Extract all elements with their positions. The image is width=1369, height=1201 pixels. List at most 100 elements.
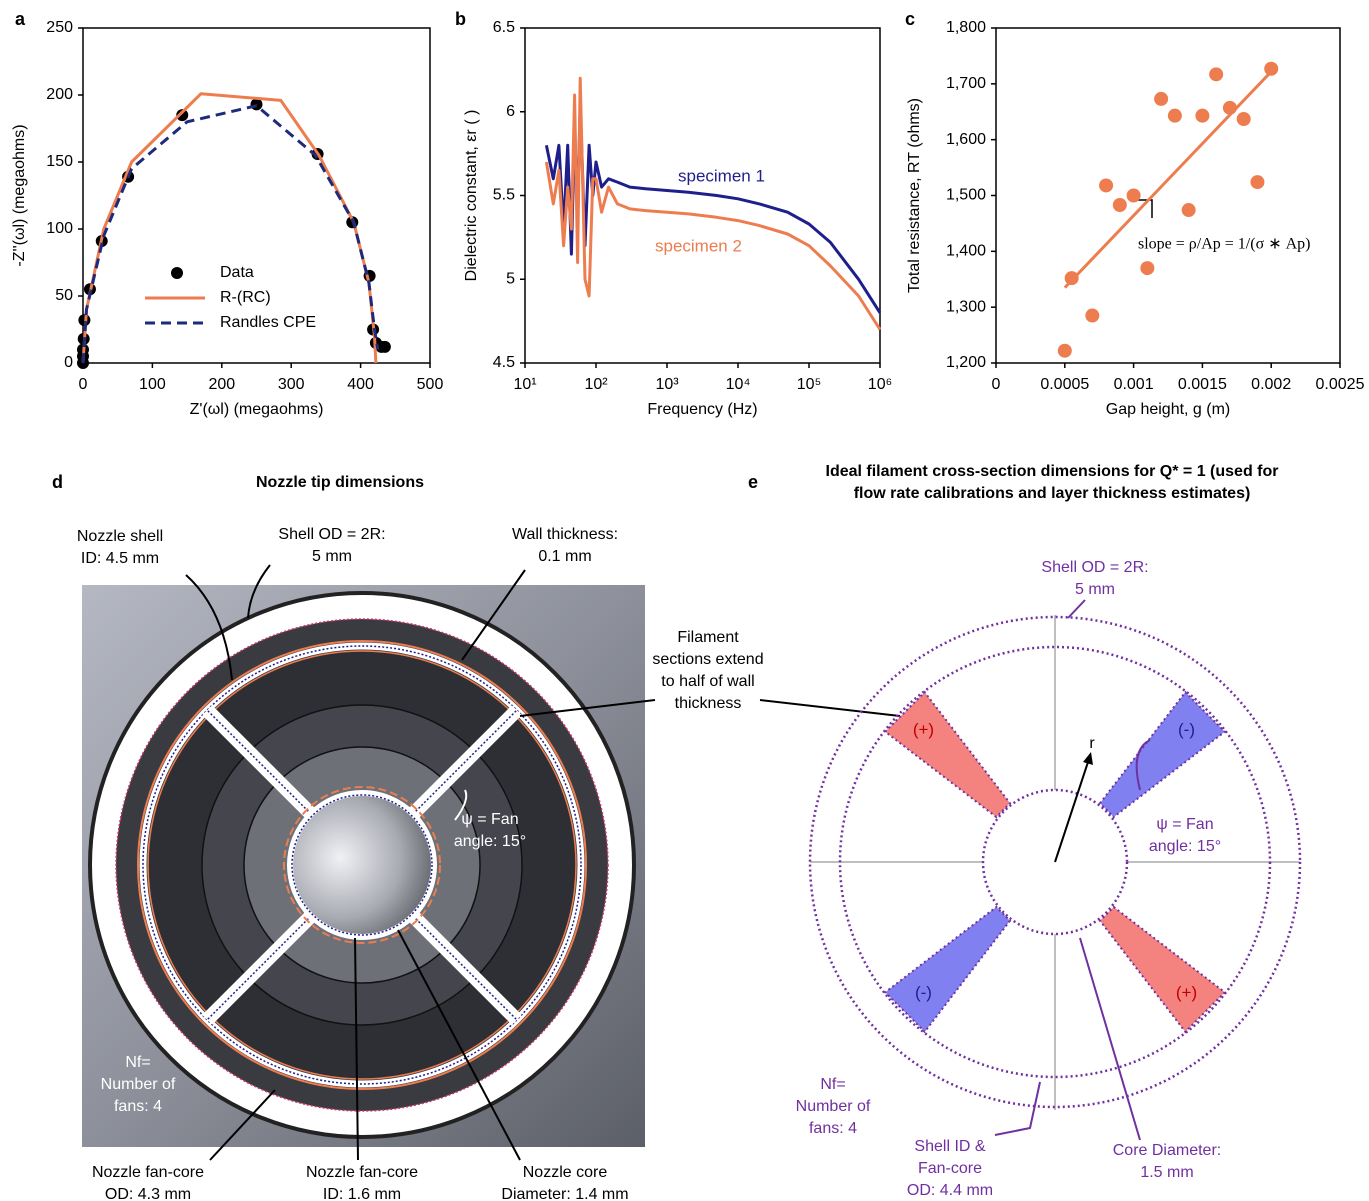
y-tick-label: 0 xyxy=(64,354,73,371)
legend-label: Data xyxy=(220,264,254,281)
y-tick-label: 6 xyxy=(506,103,515,120)
spoke-center xyxy=(206,709,312,815)
data-point xyxy=(1167,108,1182,123)
leader xyxy=(1079,937,1141,1141)
data-point xyxy=(1209,67,1224,82)
shell-od-line xyxy=(137,640,587,1090)
spokes xyxy=(202,705,522,1025)
diagram-label: ψ = Fan xyxy=(461,811,518,828)
y-axis-label: -Z''(ωl) (megaohms) xyxy=(11,124,28,266)
x-tick-label: 10⁶ xyxy=(868,376,892,393)
angle-arc xyxy=(454,789,468,821)
y-tick-label: 50 xyxy=(55,287,73,304)
diagram-label: fans: 4 xyxy=(809,1120,857,1137)
x-tick-label: 0.001 xyxy=(1114,376,1154,393)
series-line xyxy=(81,104,380,364)
x-tick-label: 10⁵ xyxy=(797,376,821,393)
x-tick-label: 0 xyxy=(992,376,1001,393)
y-tick-label: 4.5 xyxy=(493,354,515,371)
annotation: slope = ρ/Ap = 1/(σ ∗ Ap) xyxy=(1138,236,1311,253)
series-label: specimen 1 xyxy=(678,166,765,185)
x-tick-label: 200 xyxy=(208,376,235,393)
series-line xyxy=(1063,70,1273,289)
y-tick-label: 1,200 xyxy=(946,354,986,371)
diagram-label: Nozzle core xyxy=(523,1164,608,1181)
slope-mark xyxy=(1138,199,1153,218)
y-tick-label: 1,400 xyxy=(946,243,986,260)
y-tick-label: 1,300 xyxy=(946,298,986,315)
spoke-center xyxy=(412,709,518,815)
shell-id xyxy=(838,645,1272,1079)
leader xyxy=(519,699,656,717)
diagram-label: angle: 15° xyxy=(454,833,526,850)
diagram-label: Nozzle fan-core xyxy=(306,1164,418,1181)
series-line xyxy=(544,101,882,314)
diagram-label: Nf= xyxy=(820,1076,845,1093)
diagram-label: to half of wall xyxy=(661,673,754,690)
diagram-label: Wall thickness: xyxy=(512,526,618,543)
legend-label: Randles CPE xyxy=(220,314,316,331)
spoke-center xyxy=(206,915,312,1021)
diagram-title: Nozzle tip dimensions xyxy=(256,474,424,491)
leader-lines-e xyxy=(994,599,1151,1141)
diagram-title: flow rate calibrations and layer thickne… xyxy=(854,485,1251,502)
data-point xyxy=(1195,108,1210,123)
leader-lines-d xyxy=(185,564,901,1161)
x-tick-label: 0.0015 xyxy=(1178,376,1227,393)
y-axis-label: Dielectric constant, εr ( ) xyxy=(463,110,480,282)
leader xyxy=(1067,599,1086,619)
data-point xyxy=(1264,61,1279,76)
leader xyxy=(461,569,526,661)
data-point xyxy=(1057,343,1072,358)
diagram-label: Nozzle shell xyxy=(77,528,163,545)
x-tick-label: 10⁴ xyxy=(726,376,751,393)
panel-label: a xyxy=(15,9,26,29)
diagram-label: Nf= xyxy=(125,1054,150,1071)
x-tick-label: 300 xyxy=(278,376,305,393)
x-tick-label: 10² xyxy=(584,376,608,393)
data-point xyxy=(176,109,189,122)
leader xyxy=(397,929,521,1161)
plot-frame xyxy=(995,27,1341,364)
x-axis-label: Z'(ωl) (megaohms) xyxy=(190,401,324,418)
data-point xyxy=(1236,112,1251,127)
legend-label: R-(RC) xyxy=(220,289,271,306)
diagram-label: Nozzle fan-core xyxy=(92,1164,204,1181)
x-tick-label: 400 xyxy=(347,376,374,393)
panel-label: d xyxy=(52,472,63,492)
data-point xyxy=(1181,203,1196,218)
diagram-label: fans: 4 xyxy=(114,1098,162,1115)
y-tick-label: 1,800 xyxy=(946,19,986,36)
diagram-label: Filament xyxy=(677,629,739,646)
x-tick-label: 0.0005 xyxy=(1040,376,1089,393)
y-tick-label: 5.5 xyxy=(493,187,515,204)
spoke-center xyxy=(412,915,518,1021)
x-tick-label: 0 xyxy=(79,376,88,393)
x-tick-label: 500 xyxy=(417,376,444,393)
data-point xyxy=(1250,175,1265,190)
x-axis-label: Gap height, g (m) xyxy=(1106,401,1231,418)
y-tick-label: 1,700 xyxy=(946,75,986,92)
diagram-label: Core Diameter: xyxy=(1113,1142,1221,1159)
data-point xyxy=(1154,91,1169,106)
data-point xyxy=(1099,178,1114,193)
x-tick-label: 10¹ xyxy=(513,376,536,393)
angle-arc xyxy=(1135,739,1151,791)
panel-label: b xyxy=(455,9,466,29)
diagram-label: Shell OD = 2R: xyxy=(278,526,385,543)
diagram-label: Shell ID & xyxy=(914,1138,985,1155)
nozzle-render xyxy=(82,585,645,1147)
y-tick-label: 1,600 xyxy=(946,131,986,148)
series-label: specimen 2 xyxy=(655,236,742,255)
leader xyxy=(759,699,901,717)
wedge-label: (-) xyxy=(1178,720,1195,739)
radius-arrow xyxy=(1054,761,1089,863)
data-point xyxy=(1112,197,1127,212)
series-line xyxy=(544,76,882,331)
diagram-label: Shell OD = 2R: xyxy=(1041,559,1148,576)
diagram-label: Number of xyxy=(101,1076,176,1093)
diagram-label: ID: 4.5 mm xyxy=(81,550,159,567)
data-point xyxy=(378,340,391,353)
plot-frame xyxy=(82,27,431,364)
y-axis-label: Total resistance, RT (ohms) xyxy=(906,98,923,293)
